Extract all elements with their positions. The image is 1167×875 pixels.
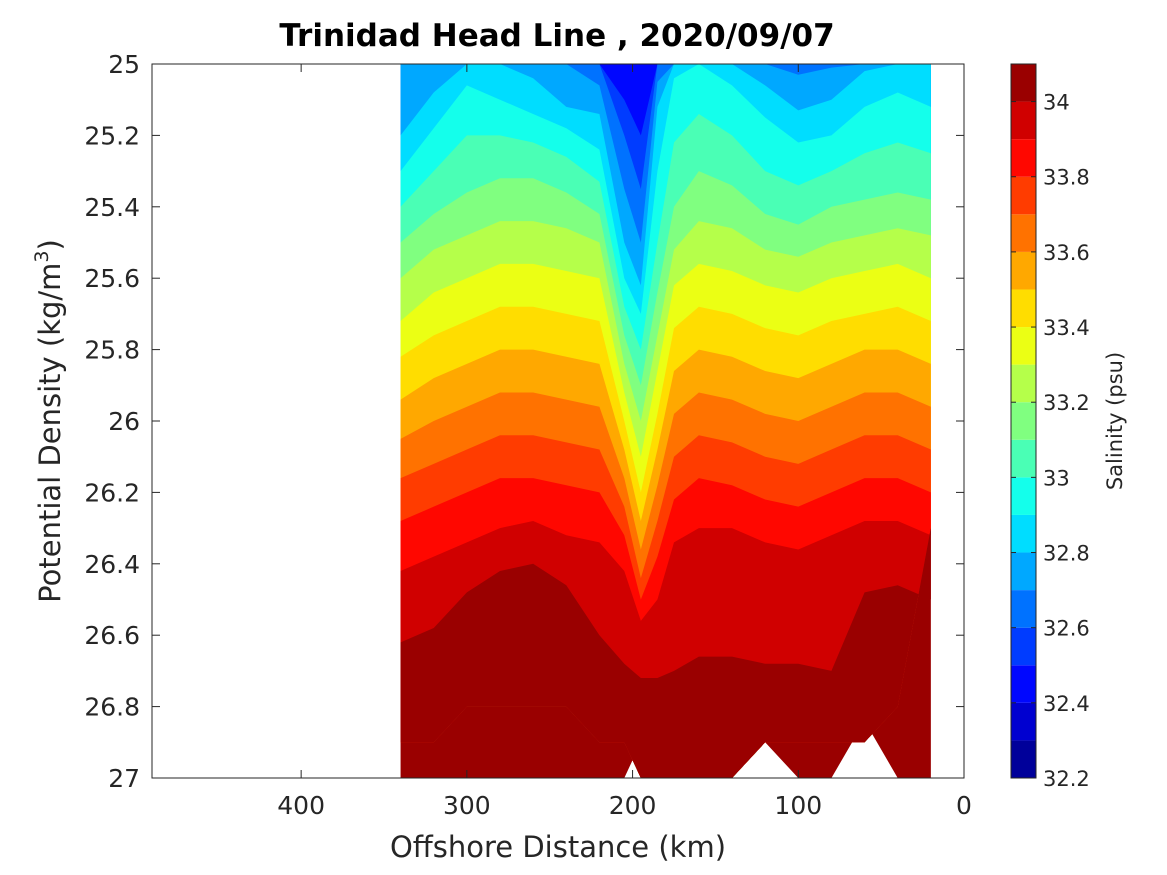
colorbar-swatch bbox=[1011, 176, 1036, 215]
colorbar-swatch bbox=[1011, 665, 1036, 703]
x-axis-label: Offshore Distance (km) bbox=[390, 830, 726, 864]
y-tick-label: 25 bbox=[108, 50, 140, 79]
colorbar-swatch bbox=[1011, 214, 1036, 252]
x-axis-ticks: 400 300 200 100 0 bbox=[277, 64, 972, 820]
colorbar-tick-label: 34 bbox=[1043, 91, 1070, 115]
y-axis-label: Potential Density (kg/m3) bbox=[31, 239, 67, 603]
salinity-band bbox=[400, 528, 931, 778]
colorbar-swatch bbox=[1011, 64, 1036, 102]
colorbar-swatch bbox=[1011, 139, 1036, 177]
y-tick-label: 25.6 bbox=[84, 264, 140, 293]
y-axis-label-prefix: Potential Density (kg/m bbox=[33, 263, 67, 603]
colorbar-tick-label: 32.8 bbox=[1043, 542, 1090, 566]
y-tick-label: 27 bbox=[108, 764, 140, 793]
colorbar-tick-label: 32.4 bbox=[1043, 692, 1090, 716]
y-tick-label: 25.4 bbox=[84, 193, 140, 222]
contour-fill-layer bbox=[400, 64, 931, 778]
colorbar-tick-label: 33.8 bbox=[1043, 166, 1090, 190]
salinity-band bbox=[400, 528, 931, 778]
y-tick-label: 26.2 bbox=[84, 478, 140, 507]
colorbar-tick-label: 33 bbox=[1043, 466, 1070, 490]
x-tick-label: 300 bbox=[443, 791, 491, 820]
y-axis-label-sup: 3 bbox=[31, 250, 53, 262]
y-tick-label: 25.8 bbox=[84, 336, 140, 365]
colorbar-swatch bbox=[1011, 740, 1036, 778]
x-tick-label: 400 bbox=[277, 791, 325, 820]
colorbar-tick-label: 33.6 bbox=[1043, 241, 1090, 265]
colorbar-label: Salinity (psu) bbox=[1103, 352, 1127, 490]
x-tick-label: 100 bbox=[774, 791, 822, 820]
colorbar-tick-label: 32.2 bbox=[1043, 767, 1090, 791]
colorbar-swatch bbox=[1011, 552, 1036, 591]
y-tick-label: 26 bbox=[108, 407, 140, 436]
colorbar-swatch bbox=[1011, 627, 1036, 666]
colorbar-swatch bbox=[1011, 327, 1036, 365]
colorbar-swatch bbox=[1011, 364, 1036, 403]
colorbar-swatch bbox=[1011, 477, 1036, 515]
x-tick-label: 0 bbox=[956, 791, 972, 820]
colorbar-tick-label: 32.6 bbox=[1043, 617, 1090, 641]
colorbar-swatch bbox=[1011, 439, 1036, 478]
y-tick-label: 25.2 bbox=[84, 121, 140, 150]
colorbar-swatch bbox=[1011, 101, 1036, 140]
colorbar-swatch bbox=[1011, 402, 1036, 440]
y-axis-ticks: 25 25.2 25.4 25.6 25.8 26 26.2 26.4 26.6 26.8 27 bbox=[84, 50, 964, 793]
colorbar bbox=[1010, 63, 1037, 779]
colorbar-swatch bbox=[1011, 514, 1036, 553]
x-tick-label: 200 bbox=[609, 791, 657, 820]
colorbar-swatch bbox=[1011, 251, 1036, 290]
colorbar-tick-label: 33.2 bbox=[1043, 391, 1090, 415]
colorbar-swatch bbox=[1011, 590, 1036, 628]
colorbar-frame bbox=[1010, 63, 1037, 779]
y-tick-label: 26.8 bbox=[84, 693, 140, 722]
colorbar-ticks: 32.2 32.4 32.6 32.8 33 33.2 33.4 33.6 33.8 34 bbox=[1011, 91, 1090, 791]
colorbar-swatch bbox=[1011, 702, 1036, 741]
colorbar-swatch bbox=[1011, 289, 1036, 328]
colorbar-tick-label: 33.4 bbox=[1043, 316, 1090, 340]
y-axis-label-suffix: ) bbox=[33, 239, 67, 250]
y-tick-label: 26.4 bbox=[84, 550, 140, 579]
chart-title: Trinidad Head Line , 2020/09/07 bbox=[279, 18, 834, 54]
y-tick-label: 26.6 bbox=[84, 621, 140, 650]
